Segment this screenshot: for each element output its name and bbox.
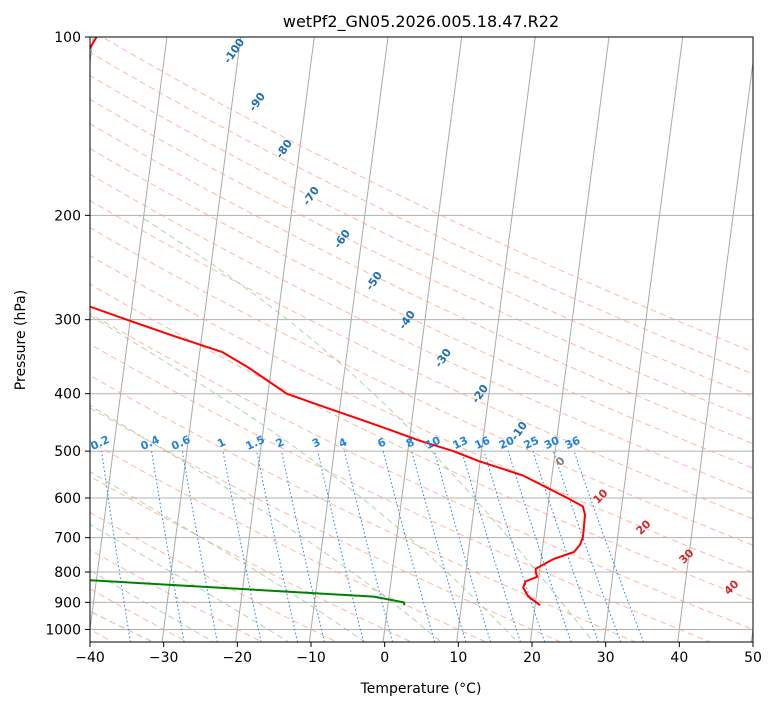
y-tick-label: 1000 <box>45 622 81 638</box>
mixing-ratio-line <box>433 450 492 642</box>
x-tick-label: −30 <box>149 650 179 666</box>
dry-adiabat <box>90 440 488 642</box>
y-tick-label: 900 <box>54 595 81 611</box>
isotherm-line <box>456 37 536 642</box>
mixing-ratio-line <box>411 450 467 642</box>
isotherm-line <box>677 58 753 642</box>
y-tick-label: 700 <box>54 531 81 547</box>
mixing-ratio-label: 36 <box>563 434 583 452</box>
dry-adiabat <box>90 313 753 630</box>
line-labels: 0.2 0.4 0.6 1 1.5 2 3 4 6 8 10 13 16 20 25 30 36-100-90-… <box>89 36 742 598</box>
moist-adiabat <box>90 569 215 642</box>
dry-adiabat <box>90 407 562 642</box>
dry-adiabat <box>90 511 338 642</box>
mixing-ratio-line <box>483 450 546 642</box>
isotherm-line <box>603 37 684 642</box>
x-axis-ticks: −40 −30 −20 −10 0 10 20 30 40 50 <box>75 642 762 666</box>
moist-adiabat <box>90 523 290 642</box>
x-tick-label: 20 <box>523 650 541 666</box>
x-tick-label: −40 <box>75 650 105 666</box>
x-tick-label: −20 <box>223 650 253 666</box>
dry-adiabat <box>90 123 753 445</box>
y-tick-label: 200 <box>54 208 81 224</box>
x-axis-label: Temperature (°C) <box>360 681 482 697</box>
isotherm-line <box>382 37 463 642</box>
mixing-ratio-label: 25 <box>522 434 541 452</box>
mixing-ratio-label: 20 <box>497 434 517 452</box>
mixing-ratio-label: 16 <box>473 434 493 452</box>
background-lines <box>90 37 753 642</box>
x-tick-label: 10 <box>449 650 467 666</box>
x-tick-label: 50 <box>744 650 762 666</box>
isotherm-line <box>161 37 242 642</box>
mixing-ratio-line <box>101 451 131 642</box>
mixing-ratio-line <box>317 450 365 642</box>
y-tick-label: 500 <box>54 444 81 460</box>
y-axis-label: Pressure (hPa) <box>13 290 29 390</box>
plot-frame <box>89 36 754 643</box>
x-tick-label: 30 <box>597 650 615 666</box>
temperature-profile <box>90 37 586 607</box>
dry-adiabat <box>90 549 264 642</box>
isotherm-line <box>235 37 315 642</box>
dry-adiabat <box>90 254 753 574</box>
chart-title: wetPf2_GN05.2026.005.18.47.R22 <box>283 12 559 32</box>
dry-adiabat <box>90 283 753 602</box>
sounding-profiles <box>90 37 586 607</box>
mixing-ratio-line <box>461 450 521 642</box>
mixing-ratio-line <box>552 450 622 642</box>
y-axis-ticks: 1000 900 800 700 600 500 400 300 200 100 <box>45 30 90 638</box>
y-tick-label: 100 <box>54 30 81 46</box>
moist-adiabat <box>138 214 594 642</box>
isotherm-line <box>750 625 753 642</box>
plot-area <box>90 37 753 642</box>
mixing-ratio-line <box>281 450 325 642</box>
mixing-ratio-line <box>256 450 299 642</box>
x-tick-label: −10 <box>296 650 326 666</box>
dry-adiabat <box>90 200 753 520</box>
dry-adiabat <box>90 98 753 421</box>
mixing-ratio-line <box>573 450 644 642</box>
y-tick-label: 400 <box>54 387 81 403</box>
dry-adiabat <box>90 51 753 375</box>
mixing-ratio-line <box>532 450 599 642</box>
mixing-ratio-line <box>222 451 262 642</box>
moist-adiabat <box>90 314 519 642</box>
mixing-ratio-label: 30 <box>542 434 562 452</box>
mixing-ratio-label: 10 <box>423 434 443 452</box>
dry-adiabat <box>90 227 753 546</box>
mixing-ratio-label: 13 <box>451 434 470 452</box>
dry-adiabat <box>90 475 413 642</box>
moist-adiabat <box>90 471 366 642</box>
y-tick-label: 800 <box>54 565 81 581</box>
mixing-ratio-line <box>507 450 572 642</box>
isotherm-line <box>529 37 610 642</box>
mixing-ratio-line <box>343 450 394 642</box>
x-tick-label: 40 <box>670 650 688 666</box>
y-tick-label: 300 <box>54 313 81 329</box>
mixing-ratio-line <box>382 450 436 642</box>
dry-adiabat <box>90 173 753 494</box>
y-tick-label: 600 <box>54 491 81 507</box>
dry-adiabat <box>90 343 712 642</box>
x-tick-label: 0 <box>380 650 389 666</box>
